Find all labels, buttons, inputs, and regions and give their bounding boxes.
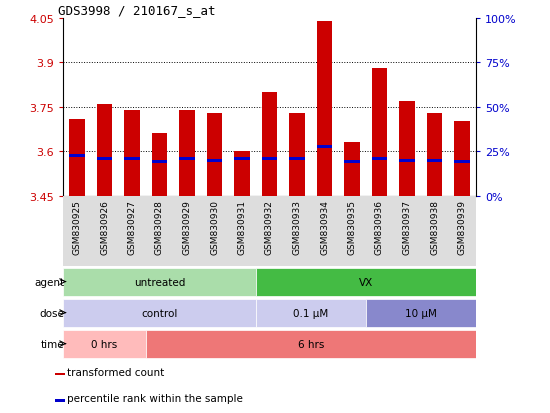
Text: GSM830933: GSM830933	[293, 200, 301, 254]
Bar	[63, 299, 256, 327]
Bar	[372, 158, 387, 161]
Bar	[152, 134, 167, 196]
Bar	[372, 69, 387, 196]
Text: agent: agent	[34, 277, 64, 287]
Text: GSM830929: GSM830929	[183, 200, 191, 254]
Text: GSM830938: GSM830938	[430, 200, 439, 254]
Bar	[289, 158, 305, 161]
Text: VX: VX	[359, 277, 373, 287]
Bar	[124, 110, 140, 196]
Text: GSM830934: GSM830934	[320, 200, 329, 254]
Bar	[55, 373, 65, 375]
Bar	[454, 161, 470, 164]
Bar	[97, 104, 112, 196]
Bar	[317, 146, 332, 149]
Text: 10 μM: 10 μM	[405, 308, 437, 318]
Bar	[146, 330, 476, 358]
Text: GSM830925: GSM830925	[73, 200, 81, 254]
Bar	[366, 299, 476, 327]
Text: 6 hrs: 6 hrs	[298, 339, 324, 349]
Bar	[179, 110, 195, 196]
Text: GSM830931: GSM830931	[238, 200, 246, 254]
Bar	[179, 158, 195, 161]
Bar	[399, 102, 415, 196]
Text: GSM830926: GSM830926	[100, 200, 109, 254]
Text: control: control	[141, 308, 178, 318]
Text: GDS3998 / 210167_s_at: GDS3998 / 210167_s_at	[58, 4, 215, 17]
Text: untreated: untreated	[134, 277, 185, 287]
Text: GSM830939: GSM830939	[458, 200, 466, 254]
Text: GSM830937: GSM830937	[403, 200, 411, 254]
Bar	[207, 159, 222, 162]
Bar	[344, 161, 360, 164]
Text: GSM830927: GSM830927	[128, 200, 136, 254]
Bar	[344, 143, 360, 196]
Bar	[256, 299, 366, 327]
Text: GSM830930: GSM830930	[210, 200, 219, 254]
Text: GSM830932: GSM830932	[265, 200, 274, 254]
Bar	[69, 155, 85, 158]
Text: GSM830928: GSM830928	[155, 200, 164, 254]
Bar	[262, 158, 277, 161]
Text: GSM830936: GSM830936	[375, 200, 384, 254]
Text: GSM830935: GSM830935	[348, 200, 356, 254]
Bar	[427, 113, 442, 196]
Bar	[262, 93, 277, 196]
Bar	[97, 158, 112, 161]
Text: transformed count: transformed count	[67, 367, 164, 377]
Text: dose: dose	[39, 308, 64, 318]
Text: percentile rank within the sample: percentile rank within the sample	[67, 394, 243, 404]
Text: 0 hrs: 0 hrs	[91, 339, 118, 349]
Bar	[234, 152, 250, 196]
Bar	[55, 399, 65, 402]
Bar	[63, 330, 146, 358]
Bar	[152, 161, 167, 164]
Bar	[289, 113, 305, 196]
Text: time: time	[41, 339, 64, 349]
Bar	[69, 119, 85, 196]
Text: 0.1 μM: 0.1 μM	[293, 308, 328, 318]
Bar	[454, 122, 470, 196]
Bar	[427, 159, 442, 162]
Bar	[124, 158, 140, 161]
Bar	[399, 159, 415, 162]
Bar	[256, 268, 476, 296]
Bar	[63, 268, 256, 296]
Bar	[234, 158, 250, 161]
Bar	[317, 21, 332, 196]
Bar	[207, 113, 222, 196]
